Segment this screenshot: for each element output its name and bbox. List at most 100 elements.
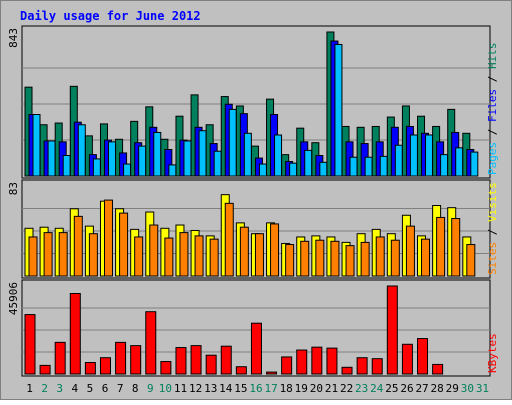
visits-sites-bar-sites <box>375 236 385 277</box>
x-tick-label: 25 <box>385 382 398 395</box>
visits-sites-bar-sites <box>43 232 53 277</box>
visits-sites-bar-sites <box>134 236 144 277</box>
hits-files-pages-bar-pages <box>92 158 101 177</box>
visits-sites-bar-sites <box>88 233 98 277</box>
visits-sites-bar-sites <box>119 212 129 277</box>
x-tick-label: 10 <box>159 382 172 395</box>
kbytes-bar-kbytes <box>160 361 172 375</box>
visits-sites-bar-sites <box>103 199 113 277</box>
x-tick-label: 1 <box>26 382 33 395</box>
hits-files-pages-bar-pages <box>228 108 237 177</box>
x-tick-label: 22 <box>340 382 353 395</box>
kbytes-bar-kbytes <box>341 366 353 375</box>
kbytes-bar-kbytes <box>266 371 278 375</box>
kbytes-bar-kbytes <box>417 338 429 375</box>
x-tick-label: 6 <box>102 382 109 395</box>
visits-sites-bar-sites <box>239 226 249 277</box>
legend-files: Files <box>486 89 499 122</box>
x-tick-label: 24 <box>370 382 384 395</box>
hits-files-pages-bar-pages <box>274 134 283 177</box>
kbytes-bar-kbytes <box>190 345 202 375</box>
hits-files-pages-bar-pages <box>243 132 252 177</box>
x-tick-label: 16 <box>249 382 262 395</box>
kbytes-max-label: 45906 <box>7 282 20 315</box>
x-tick-label: 23 <box>355 382 368 395</box>
hits-files-pages-bar-pages <box>213 150 222 177</box>
visits-sites-bar-sites <box>300 240 310 277</box>
x-tick-label: 3 <box>56 382 63 395</box>
kbytes-bar-kbytes <box>24 314 36 375</box>
x-tick-label: 5 <box>87 382 94 395</box>
legend-hits: Hits <box>486 43 499 70</box>
kbytes-bar-kbytes <box>130 345 142 375</box>
x-tick-label: 29 <box>446 382 459 395</box>
x-tick-label: 11 <box>174 382 187 395</box>
visits-sites-bar-sites <box>224 202 234 277</box>
hits-files-pages-bar-pages <box>183 140 192 177</box>
visits-sites-bar-sites <box>451 218 461 277</box>
visits-sites-bar-sites <box>28 236 38 277</box>
x-tick-label: 28 <box>431 382 444 395</box>
hits-files-pages-bar-pages <box>107 141 116 177</box>
visits-sites-bar-sites <box>390 239 400 277</box>
hits-files-pages-legend: Pages / Files / Hits <box>486 43 499 176</box>
visits-sites-bar-sites <box>73 215 83 277</box>
kbytes-bar-kbytes <box>281 356 293 375</box>
kbytes-bar-kbytes <box>356 357 368 375</box>
visits-sites-bar-sites <box>254 233 264 277</box>
hits-files-pages-bar-pages <box>258 163 267 177</box>
x-tick-label: 19 <box>295 382 308 395</box>
visits-sites-bar-sites <box>360 241 370 277</box>
kbytes-bar-kbytes <box>371 358 383 375</box>
hits-files-pages-bar-pages <box>138 145 147 177</box>
chart-title: Daily usage for June 2012 <box>20 9 201 23</box>
visits-sites-bar-sites <box>149 224 159 277</box>
hits-files-pages-bar-pages <box>349 156 358 177</box>
hits-files-pages-bar-pages <box>440 154 449 177</box>
kbytes-bar-kbytes <box>401 343 413 375</box>
x-tick-label: 7 <box>117 382 124 395</box>
x-tick-label: 15 <box>234 382 247 395</box>
hits-files-pages-bar-pages <box>198 130 207 177</box>
legend-pages: Pages <box>486 142 499 175</box>
visits-sites-bar-sites <box>164 237 174 277</box>
x-tick-label: 13 <box>204 382 217 395</box>
hits-files-pages-bar-pages <box>289 162 298 177</box>
x-tick-label: 27 <box>415 382 428 395</box>
kbytes-legend: KBytes <box>486 333 499 373</box>
x-tick-label: 18 <box>280 382 293 395</box>
kbytes-bar-kbytes <box>386 285 398 375</box>
x-tick-label: 30 <box>461 382 474 395</box>
kbytes-bar-kbytes <box>296 349 308 375</box>
hits-files-pages-bar-pages <box>379 155 388 177</box>
hits-files-pages-bar-pages <box>168 164 177 177</box>
x-tick-label: 4 <box>72 382 79 395</box>
kbytes-bar-kbytes <box>205 354 217 375</box>
visits-sites-bar-sites <box>270 223 280 277</box>
visits-sites-bar-sites <box>421 238 431 277</box>
kbytes-bar-kbytes <box>115 341 127 375</box>
hits-files-pages-bar-pages <box>455 147 464 177</box>
kbytes-bar-kbytes <box>84 361 96 375</box>
hits-files-pages-bar-pages <box>123 163 132 177</box>
x-tick-label: 8 <box>132 382 139 395</box>
hits-files-pages-bar-pages <box>394 144 403 177</box>
hits-files-pages-bar-pages <box>77 124 86 177</box>
kbytes-bar-kbytes <box>69 292 81 375</box>
kbytes-bar-kbytes <box>235 366 247 375</box>
hits-files-pages-bar-pages <box>304 149 313 177</box>
kbytes-bar-kbytes <box>220 345 232 375</box>
visits-sites-max-label: 83 <box>7 182 20 195</box>
x-tick-label: 17 <box>264 382 277 395</box>
visits-sites-bar-sites <box>209 238 219 277</box>
hits-files-pages-bar-pages <box>153 131 162 177</box>
kbytes-bar-kbytes <box>175 347 187 375</box>
hits-files-pages-bar-pages <box>470 151 479 177</box>
visits-sites-bar-sites <box>345 245 355 277</box>
visits-sites-bar-sites <box>405 225 415 277</box>
visits-sites-bar-sites <box>194 235 204 277</box>
hits-files-pages-max-label: 843 <box>7 28 20 48</box>
visits-sites-bar-sites <box>58 232 68 277</box>
kbytes-bar-kbytes <box>326 347 338 375</box>
x-tick-label: 2 <box>41 382 48 395</box>
